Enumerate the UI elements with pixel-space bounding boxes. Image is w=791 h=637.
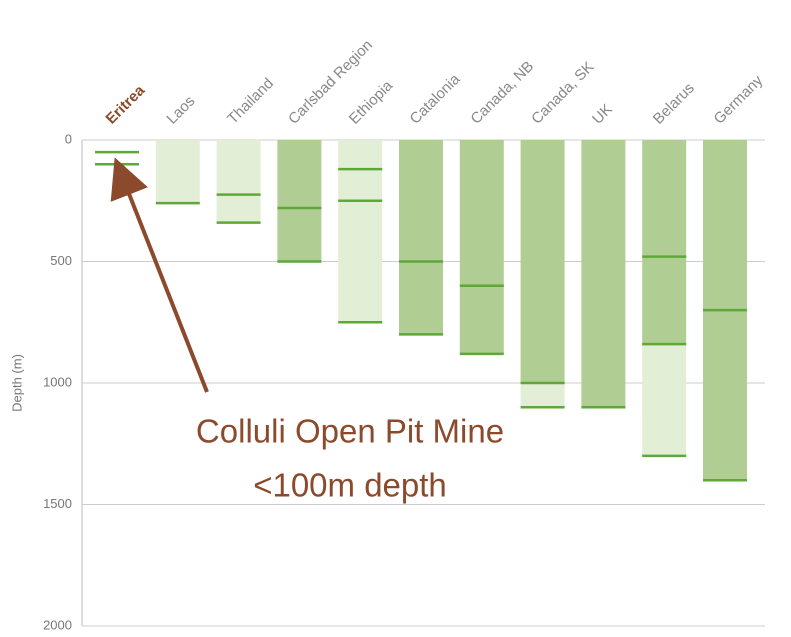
x-tick-label: UK (589, 101, 616, 128)
bar-segment (642, 140, 687, 345)
bar-segment (155, 140, 200, 204)
x-tick-label: Canada, NB (467, 58, 537, 128)
x-tick-label: Germany (711, 72, 767, 128)
bar-segment (520, 140, 565, 383)
annotation: Colluli Open Pit Mine (196, 413, 504, 450)
bar-segment (581, 140, 626, 408)
x-tick-label: Laos (163, 93, 198, 128)
x-tick-label: Eritrea (103, 82, 149, 128)
y-tick-label: 2000 (43, 617, 72, 632)
y-tick-label: 500 (50, 253, 72, 268)
y-tick-label: 1500 (43, 496, 72, 511)
y-tick-label: 1000 (43, 374, 72, 389)
x-tick-label: Ethiopia (346, 77, 397, 128)
bar-segment (459, 140, 504, 354)
x-tick-label: Catalonia (407, 70, 464, 127)
x-tick-label: Thailand (224, 75, 277, 128)
y-axis-label: Depth (m) (9, 354, 24, 412)
annotation: <100m depth (253, 467, 447, 504)
y-tick-label: 0 (65, 131, 72, 146)
bar-segment (216, 140, 261, 223)
bar-segment (338, 140, 383, 323)
bar-segment (399, 140, 443, 335)
x-tick-label: Canada, SK (528, 58, 597, 127)
bar-segment (642, 344, 687, 456)
x-tick-label: Belarus (650, 80, 698, 128)
bar-segment (277, 140, 322, 262)
bar-segment (520, 383, 565, 408)
annotation-arrow (110, 157, 209, 393)
